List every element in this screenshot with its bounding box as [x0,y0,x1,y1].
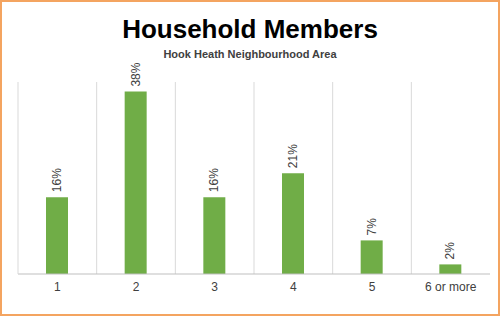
html-text:Household Members: Household Members [122,14,378,44]
svg-text:16%: 16% [207,168,221,192]
svg-text:4: 4 [290,280,297,294]
svg-text:5: 5 [369,280,376,294]
svg-text:16%: 16% [50,168,64,192]
svg-text:38%: 38% [129,62,143,86]
svg-text:1: 1 [54,280,61,294]
html-text:Hook Heath Neighbourhood Area: Hook Heath Neighbourhood Area [163,48,337,60]
svg-text:2: 2 [133,280,140,294]
svg-text:7%: 7% [365,218,379,236]
svg-text:21%: 21% [286,144,300,168]
svg-text:2%: 2% [443,242,457,260]
svg-text:6 or more: 6 or more [425,280,477,294]
svg-text:3: 3 [211,280,218,294]
